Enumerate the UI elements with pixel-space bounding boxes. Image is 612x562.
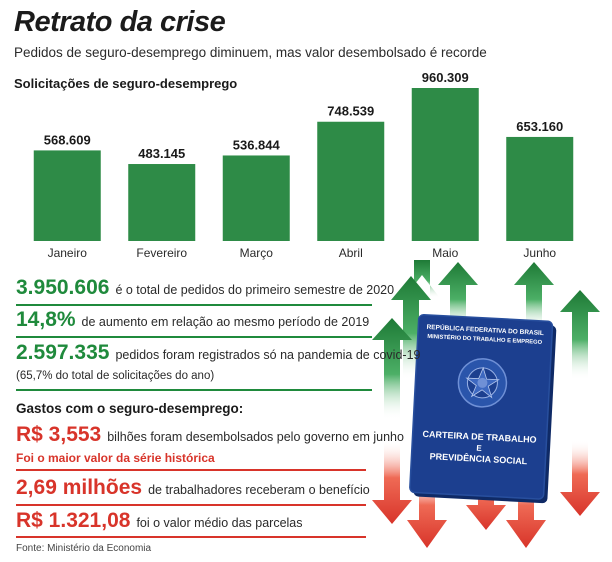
bar-janeiro <box>33 150 101 241</box>
stat-disbursed-note: Foi o maior valor da série histórica <box>16 451 215 465</box>
growth-arrow-icon <box>438 262 478 330</box>
stat-pandemic-note: (65,7% do total de solicitações do ano) <box>16 370 215 382</box>
decline-arrow-icon <box>407 470 447 548</box>
bar-value-label: 568.609 <box>44 132 91 147</box>
divider <box>16 536 366 538</box>
bar-maio <box>411 88 479 241</box>
bar-abril <box>317 121 385 241</box>
stat-average-value: R$ 1.321,08 <box>16 509 131 532</box>
category-label: Março <box>240 246 274 260</box>
decline-arrow-icon <box>506 470 546 548</box>
stat-workers-desc: de trabalhadores receberam o benefício <box>148 483 370 497</box>
category-label: Fevereiro <box>136 246 187 260</box>
bar-value-label: 483.145 <box>138 146 185 161</box>
bar-value-label: 748.539 <box>327 104 374 119</box>
bar-março <box>222 155 290 241</box>
bar-fevereiro <box>128 164 196 241</box>
bar-chart: 568.609 Janeiro 483.145 Fevereiro 536.844 Mar… <box>33 70 574 260</box>
category-label: Janeiro <box>48 246 88 260</box>
divider <box>16 389 372 391</box>
growth-arrow-icon <box>560 290 600 380</box>
bar-junho <box>506 136 574 241</box>
coat-of-arms-icon <box>457 358 508 408</box>
booklet-title-2: E <box>476 444 482 453</box>
work-card-booklet: REPÚBLICA FEDERATIVA DO BRASIL MINISTÉRI… <box>409 313 557 504</box>
page-title: Retrato da crise <box>14 6 226 38</box>
divider <box>16 469 366 471</box>
source-note: Fonte: Ministério da Economia <box>16 543 152 554</box>
growth-arrow-icon <box>391 276 431 380</box>
stat-increase-value: 14,8% <box>16 308 76 331</box>
stat-workers-value: 2,69 milhões <box>16 476 143 499</box>
divider <box>16 304 372 306</box>
stat-disbursed-value: R$ 3,553 <box>16 423 102 446</box>
category-label: Abril <box>339 246 363 260</box>
stat-pandemic-value: 2.597.335 <box>16 341 110 364</box>
stat-increase: 14,8% de aumento em relação ao mesmo per… <box>16 308 369 332</box>
page-subtitle: Pedidos de seguro-desemprego diminuem, m… <box>14 45 487 60</box>
growth-arrow-icon <box>514 262 554 330</box>
stat-workers: 2,69 milhões de trabalhadores receberam … <box>16 476 370 500</box>
stat-pandemic-desc: pedidos foram registrados só na pandemia… <box>115 348 421 362</box>
category-label: Junho <box>523 246 556 260</box>
stat-disbursed: R$ 3,553 bilhões foram desembolsados pel… <box>16 423 404 447</box>
chart-title: Solicitações de seguro-desemprego <box>14 76 238 91</box>
stat-total: 3.950.606 é o total de pedidos do primei… <box>16 276 394 300</box>
stat-pandemic: 2.597.335 pedidos foram registrados só n… <box>16 341 420 365</box>
stat-total-value: 3.950.606 <box>16 276 110 299</box>
stat-average: R$ 1.321,08 foi o valor médio das parcel… <box>16 509 303 533</box>
bar-value-label: 653.160 <box>516 119 563 134</box>
divider <box>16 504 366 506</box>
divider <box>16 336 372 338</box>
spending-title: Gastos com o seguro-desemprego: <box>16 401 244 416</box>
bar-value-label: 960.309 <box>422 70 469 85</box>
stat-total-desc: é o total de pedidos do primeiro semestr… <box>115 283 395 297</box>
growth-arrow-icon <box>372 318 412 420</box>
bar-value-label: 536.844 <box>233 137 281 152</box>
decline-arrow-icon <box>372 440 412 524</box>
stat-average-desc: foi o valor médio das parcelas <box>136 516 303 530</box>
stat-increase-desc: de aumento em relação ao mesmo período d… <box>81 315 370 329</box>
booklet-title-3: PREVIDÊNCIA SOCIAL <box>429 450 528 466</box>
decline-arrow-icon <box>560 440 600 516</box>
category-label: Maio <box>432 246 458 260</box>
stat-disbursed-desc: bilhões foram desembolsados pelo governo… <box>107 430 404 444</box>
